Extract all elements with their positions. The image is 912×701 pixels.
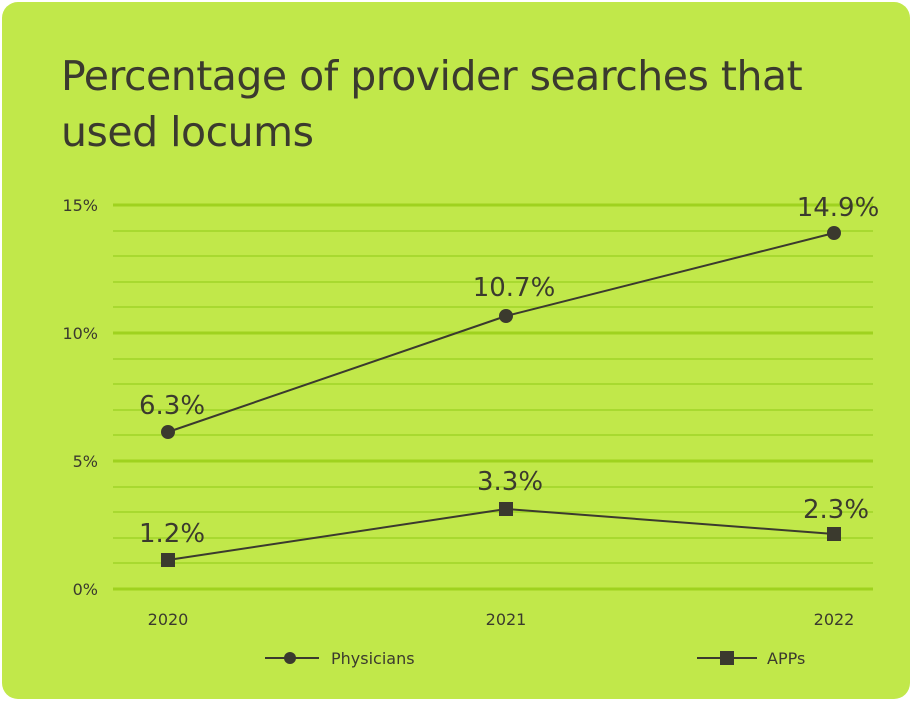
legend-item-apps: APPs bbox=[697, 649, 805, 668]
legend-item-physicians: Physicians bbox=[265, 649, 415, 668]
series-apps: 1.2% 3.3% 2.3% bbox=[139, 467, 869, 567]
legend-label-physicians: Physicians bbox=[331, 649, 415, 668]
y-axis-ticks: 15% 10% 5% 0% bbox=[62, 196, 98, 599]
data-label-physicians-2022: 14.9% bbox=[797, 193, 880, 223]
data-label-physicians-2020: 6.3% bbox=[139, 391, 205, 421]
series-physicians: 6.3% 10.7% 14.9% bbox=[139, 193, 879, 439]
data-label-apps-2020: 1.2% bbox=[139, 519, 205, 549]
chart-title: Percentage of provider searches that use… bbox=[61, 52, 803, 156]
circle-marker-icon bbox=[284, 652, 296, 664]
y-tick-0: 0% bbox=[73, 580, 98, 599]
data-label-apps-2021: 3.3% bbox=[477, 467, 543, 497]
data-label-apps-2022: 2.3% bbox=[803, 495, 869, 525]
data-label-physicians-2021: 10.7% bbox=[473, 273, 556, 303]
legend: Physicians APPs bbox=[265, 649, 805, 668]
legend-label-apps: APPs bbox=[767, 649, 805, 668]
circle-marker-icon bbox=[827, 226, 841, 240]
x-axis-ticks: 2020 2021 2022 bbox=[148, 610, 855, 629]
square-marker-icon bbox=[720, 651, 734, 665]
gridlines bbox=[113, 203, 873, 591]
x-tick-2022: 2022 bbox=[814, 610, 855, 629]
circle-marker-icon bbox=[499, 309, 513, 323]
circle-marker-icon bbox=[161, 425, 175, 439]
x-tick-2020: 2020 bbox=[148, 610, 189, 629]
x-tick-2021: 2021 bbox=[486, 610, 527, 629]
square-marker-icon bbox=[827, 527, 841, 541]
square-marker-icon bbox=[499, 502, 513, 516]
y-tick-15: 15% bbox=[62, 196, 98, 215]
y-tick-5: 5% bbox=[73, 452, 98, 471]
square-marker-icon bbox=[161, 553, 175, 567]
y-tick-10: 10% bbox=[62, 324, 98, 343]
